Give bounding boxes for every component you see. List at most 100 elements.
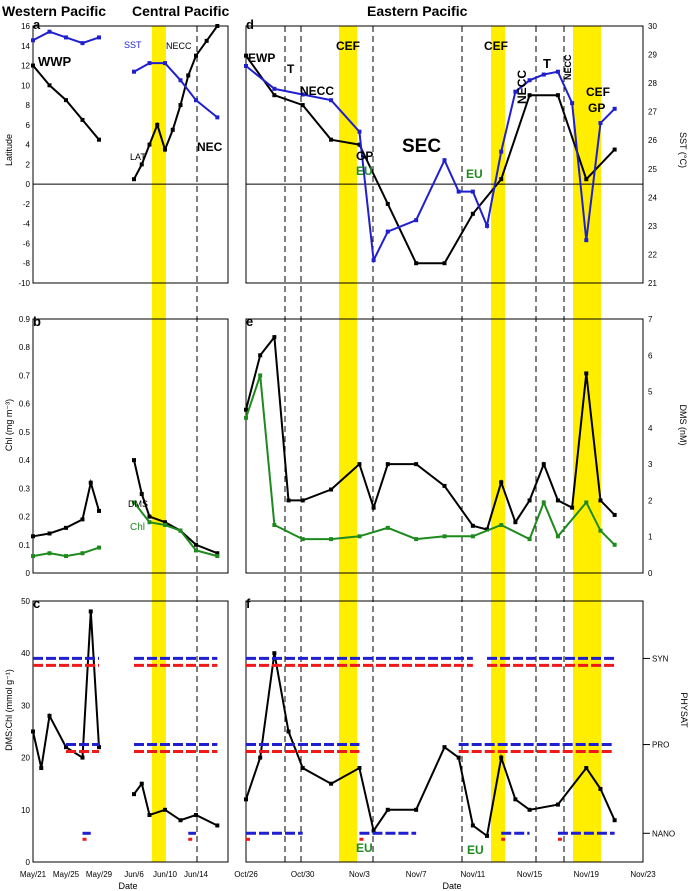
label-eu-1: EU [356,164,373,178]
xtick-east: Nov/11 [460,870,485,879]
panel-d-sst-point [612,106,617,111]
panel-a-sst-1-line [133,62,218,119]
panel-e-dms-point [485,527,490,532]
panel-a-sst-1-point [178,78,183,83]
physat-label-syn: SYN [652,654,669,663]
panel-d-lat-point [300,103,305,108]
panel-d-sst-point [513,89,518,94]
lat-tick: 0 [26,180,31,189]
chart-marks: 1614121086420-2-4-6-8-103029282726252423… [18,22,675,879]
dms-tick: 6 [648,351,653,360]
label-sec: SEC [402,136,441,157]
panel-b-dms-0-point [47,531,52,536]
panel-d-sst-point [357,129,362,134]
frame-mid-east [245,318,644,574]
lat-tick: 14 [21,42,30,51]
panel-a-sst-1-point [163,61,167,66]
panel-d-sst-point [499,149,504,154]
panel-d-sst-point [329,98,334,103]
panel-c-dmschl-1-point [215,823,220,828]
panel-e-dms-point [570,505,575,510]
panel-b-dms-1-point [194,542,198,547]
panel-c-dmschl-0-point [88,609,93,614]
panel-a-lat-1-point [204,38,209,43]
sst-tick: 23 [648,222,657,231]
panel-e-chl-point [470,534,475,539]
lat-tick: 8 [26,101,31,110]
panel-b-chl-0-point [64,554,68,559]
panel-d-sst-point [371,258,376,263]
panel-a-sst-0-point [80,41,85,46]
panel-d-lat-point [442,261,447,266]
panel-e-chl-point [272,523,277,528]
panel-e-dms-point [555,498,560,503]
panel-f-dmschl-point [499,755,504,760]
dms-tick: 0 [648,569,653,578]
panel-a-lat-1-point [215,24,220,28]
panel-c-dmschl-1-point [147,813,152,818]
frame-top-east [245,25,644,284]
panel-a-lat-1-point [170,127,175,132]
panel-d-sst-point [584,238,589,243]
panel-c-dmschl-0-point [64,745,68,750]
panel-f-dmschl-point [470,823,475,828]
panel-c-dmschl-1-point [163,807,167,812]
panel-b-chl-1-point [163,523,167,528]
panel-d-lat-point [272,93,277,98]
frame-top-west [32,25,229,284]
ratio-tick: 20 [21,754,30,763]
panel-d-sst-point [485,223,490,228]
ylabel-dms-chl: DMS:Chl (mmol g⁻¹) [4,669,14,751]
physat-label-pro: PRO [652,741,669,750]
panel-e-dms-point [258,353,263,358]
panel-e-chl-point [598,528,603,533]
panel-b-dms-0-point [64,525,68,530]
panel-b-chl-0-point [47,551,52,556]
sst-tick: 26 [648,136,657,145]
chl-tick: 0.3 [19,484,31,493]
xlabel-date-east: Date [442,881,461,891]
frame-mid-west [32,318,229,574]
panel-d-lat-point [612,147,617,152]
panel-letter-d: d [246,17,254,32]
front-band-3 [491,26,505,862]
panel-e-chl-point [300,537,305,542]
ylabel-sst: SST (°C) [678,132,688,168]
panel-a-sst-0-point [64,35,68,40]
panel-d-sst-point [442,158,447,163]
xtick-east: Nov/15 [517,870,543,879]
panel-d-sst-point [385,229,390,234]
sst-tick: 21 [648,279,657,288]
lat-tick: 6 [26,121,31,130]
panel-d-sst-point [570,101,575,106]
panel-e-chl-point [555,534,560,539]
title-eastern-pacific: Eastern Pacific [367,3,468,19]
panel-b-chl-1-point [215,554,220,559]
panel-f-dmschl-point [456,755,461,760]
panel-d-sst-point [272,86,277,91]
label-lat-a: LAT [130,152,146,162]
panel-e-chl-point [329,537,334,542]
panel-f-dmschl-point [584,766,589,771]
dms-tick: 5 [648,388,653,397]
panel-c-dmschl-0-point [80,755,85,760]
panel-e-dms-point [442,483,447,488]
panel-e-dms-point [371,505,376,510]
label-t-1: T [287,62,295,76]
panel-e-dms-point [272,335,277,340]
lat-tick: 12 [21,62,30,71]
sst-tick: 24 [648,193,657,202]
panel-letter-f: f [246,596,251,611]
panel-f-dmschl-point [555,802,560,807]
chl-tick: 0.1 [19,541,31,550]
panel-b-chl-1-point [194,548,198,553]
panel-e-dms-line [245,334,616,531]
label-sst-a: SST [124,40,142,50]
panel-f-dmschl-point [513,797,518,802]
panel-b-chl-0-point [31,554,35,559]
panel-b-dms-0-point [80,517,85,522]
label-cef-1: CEF [336,39,360,53]
panel-d-sst-point [527,78,532,83]
panel-e-dms-point [385,462,390,467]
